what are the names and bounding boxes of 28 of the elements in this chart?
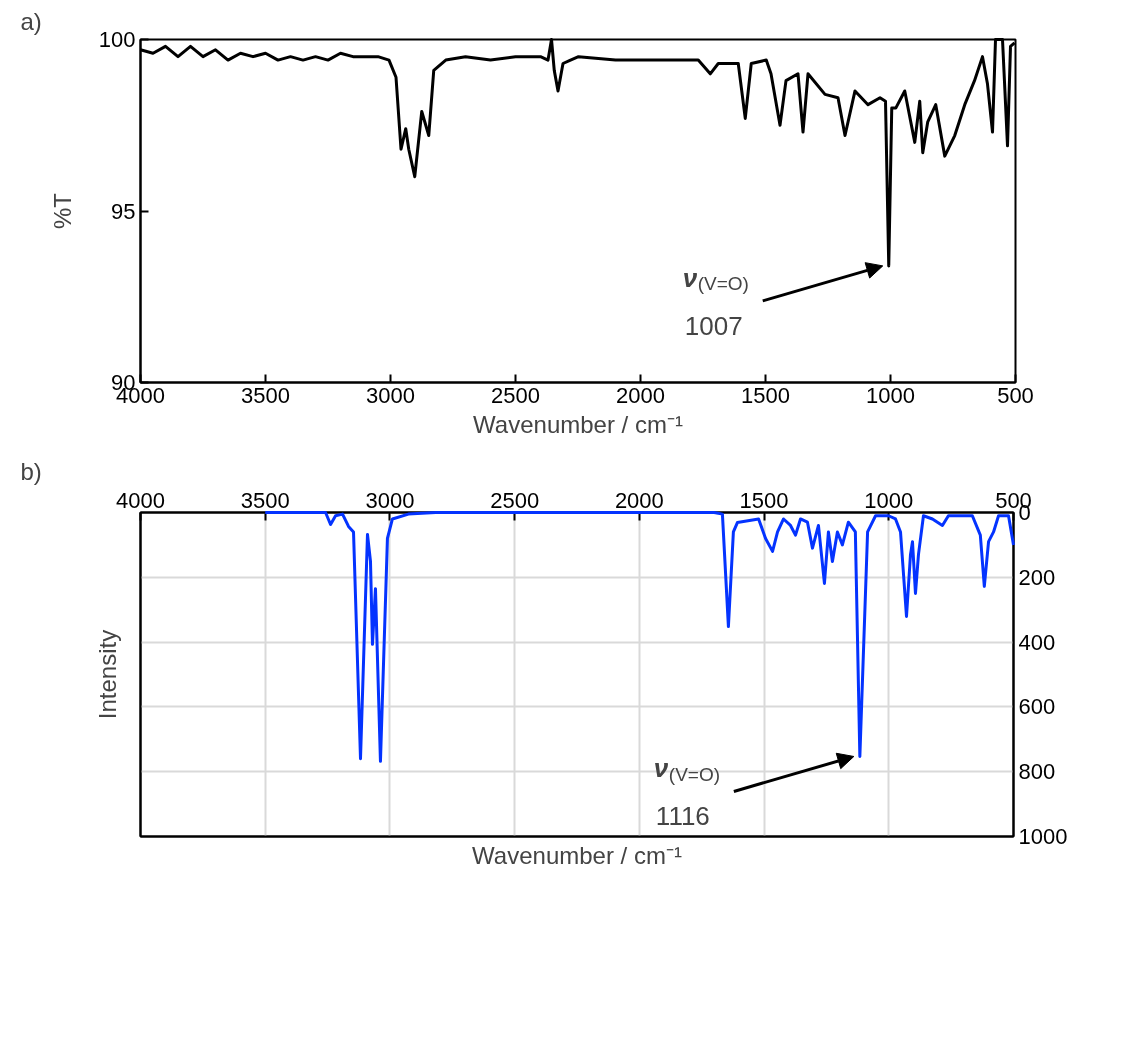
x-tick-label: 2500 bbox=[491, 382, 540, 408]
x-tick-label: 1500 bbox=[739, 487, 789, 513]
x-axis-title: Wavenumber / cm⁻¹ bbox=[473, 410, 683, 438]
y-tick-label: 800 bbox=[1018, 759, 1056, 785]
chart-title: b) bbox=[20, 457, 42, 485]
x-tick-label: 3500 bbox=[241, 382, 290, 408]
x-tick-label: 3000 bbox=[366, 382, 415, 408]
y-axis-title: Intensity bbox=[93, 629, 121, 720]
x-tick-label: 4000 bbox=[116, 487, 165, 513]
y-tick-label: 200 bbox=[1018, 564, 1056, 590]
x-tick-label: 1000 bbox=[866, 382, 915, 408]
y-axis-title: %T bbox=[48, 192, 76, 229]
x-tick-label: 2000 bbox=[614, 487, 664, 513]
x-tick-label: 3500 bbox=[240, 487, 290, 513]
y-tick-label: 400 bbox=[1018, 629, 1056, 655]
y-tick-label: 600 bbox=[1018, 694, 1056, 720]
y-tick-label: 100 bbox=[98, 27, 136, 52]
line-series bbox=[263, 511, 1015, 763]
chart-title: a) bbox=[20, 7, 42, 35]
x-tick-label: 2000 bbox=[616, 382, 665, 408]
x-tick-label: 2500 bbox=[490, 487, 540, 513]
y-tick-label: 1000 bbox=[1018, 824, 1068, 849]
x-tick-label: 3000 bbox=[365, 487, 415, 513]
x-tick-label: 1000 bbox=[864, 487, 914, 513]
y-tick-label: 95 bbox=[111, 198, 136, 224]
x-axis-title: Wavenumber / cm⁻¹ bbox=[472, 841, 682, 869]
x-tick-label: 1500 bbox=[741, 382, 790, 408]
x-tick-label: 500 bbox=[997, 382, 1034, 408]
